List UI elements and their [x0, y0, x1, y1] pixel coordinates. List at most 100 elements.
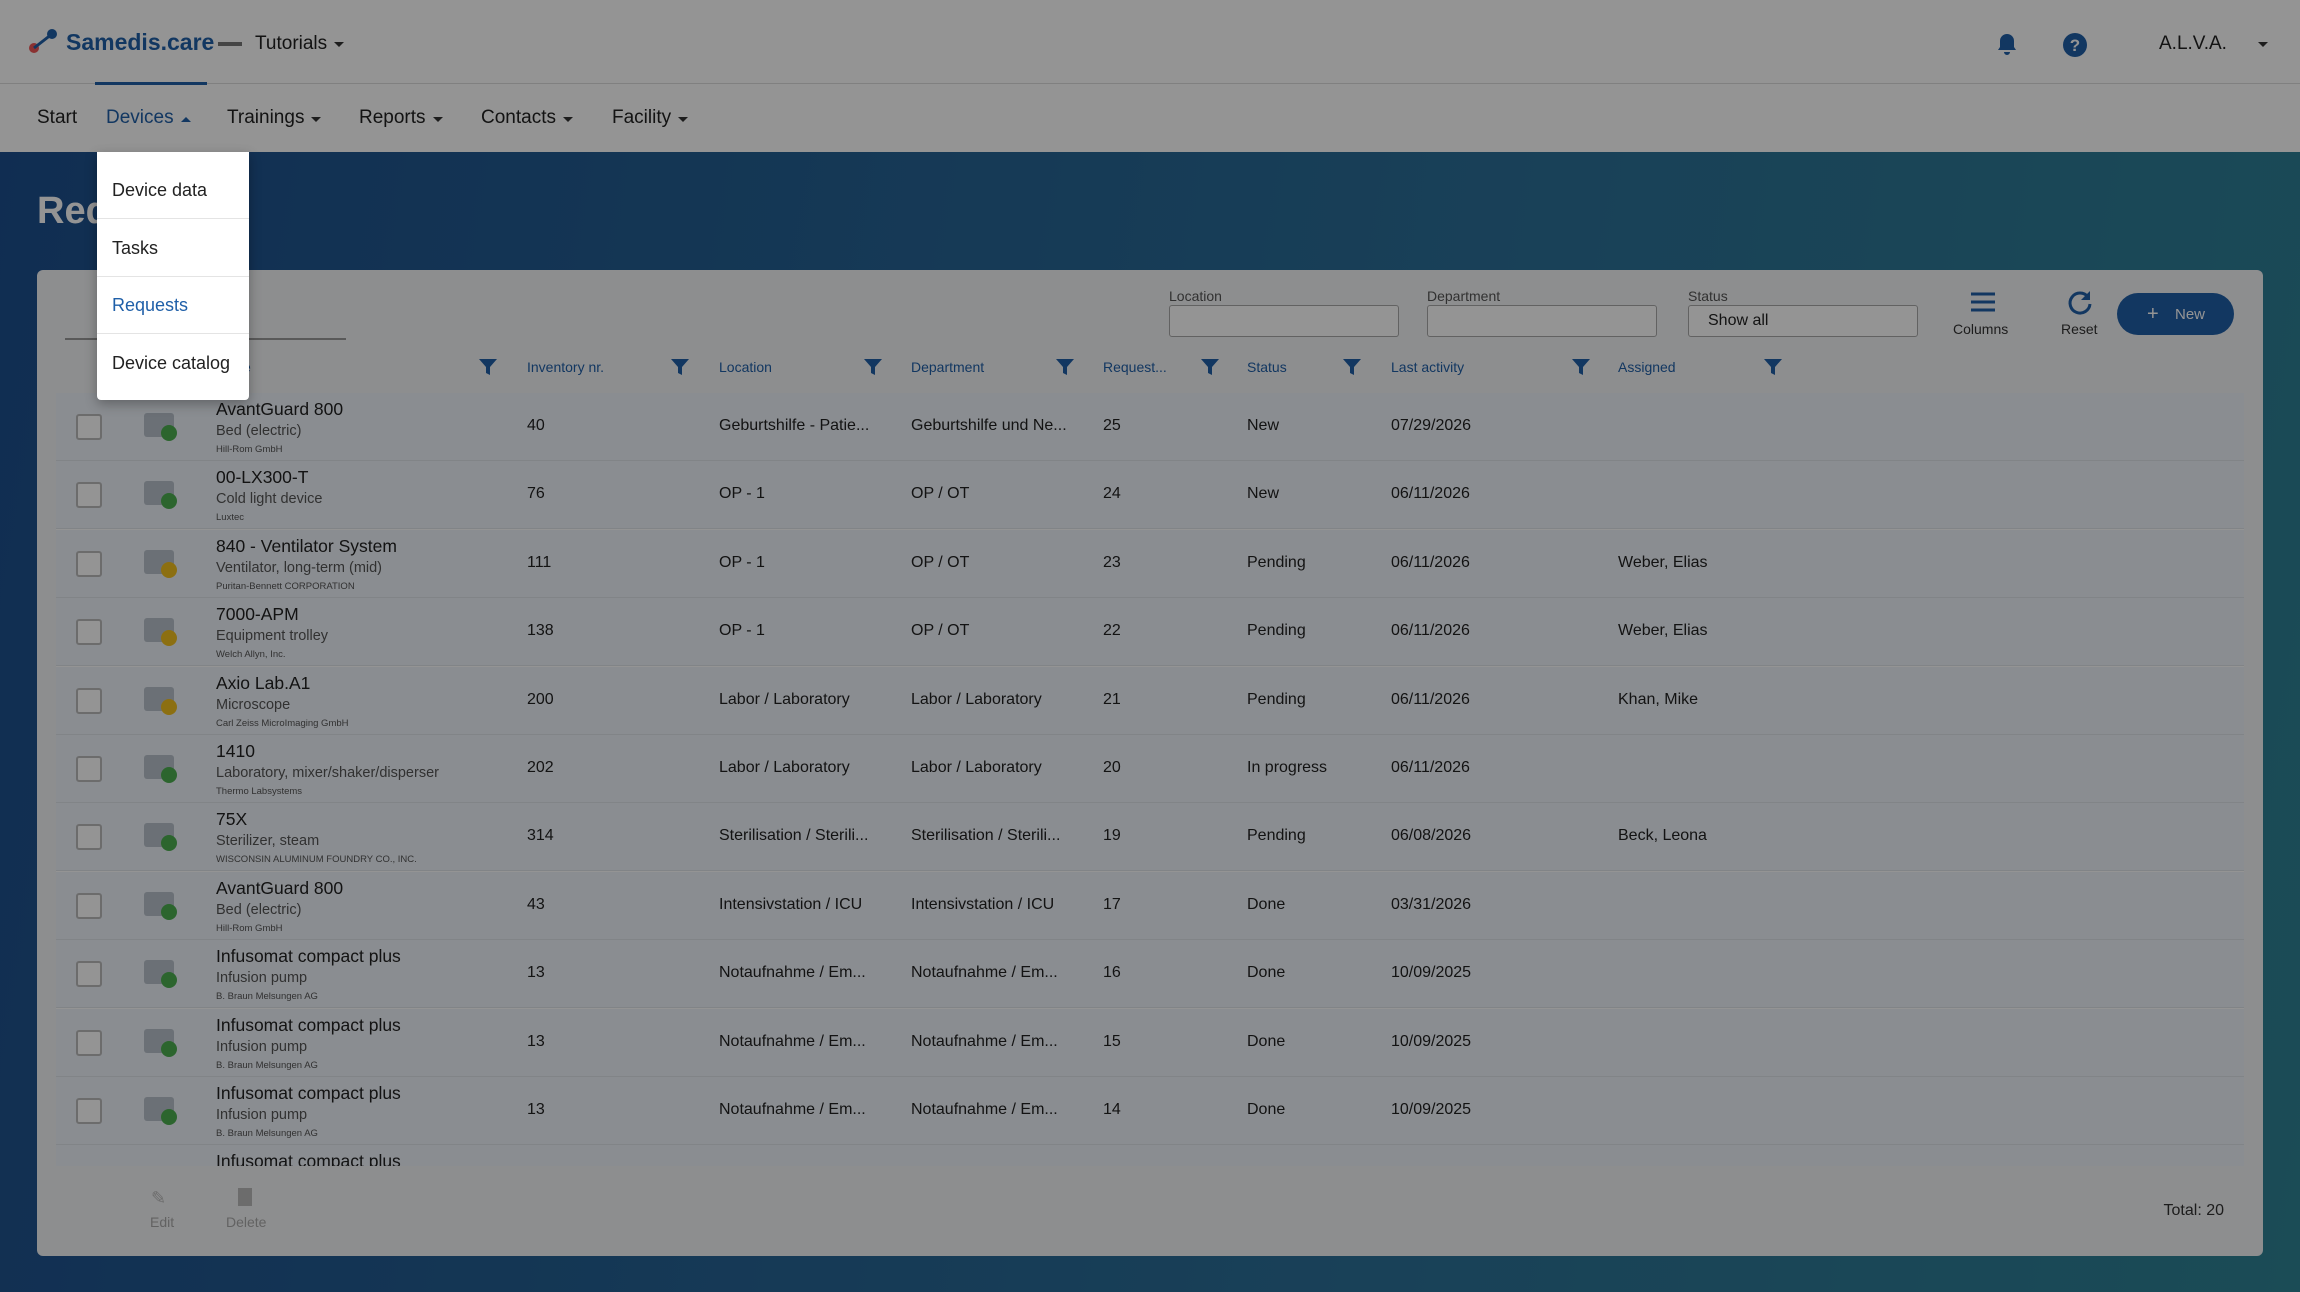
new[interactable]: New — [2175, 306, 2206, 323]
table-row[interactable]: Axio Lab.A1 Microscope Carl Zeiss MicroIma… — [56, 666, 2244, 735]
checkbox[interactable] — [76, 1029, 102, 1056]
nav-item[interactable]: Devices — [106, 107, 174, 128]
bell[interactable] — [1995, 32, 2019, 56]
edit[interactable]: Edit — [150, 1214, 175, 1230]
cell-last: 06/11/2026 — [1391, 690, 1470, 708]
checkbox[interactable] — [76, 619, 102, 646]
checkbox[interactable] — [76, 1098, 102, 1124]
checkbox[interactable] — [76, 687, 102, 714]
logo — [29, 29, 57, 53]
checkbox[interactable] — [76, 756, 102, 782]
cell-status: Done — [1247, 1101, 1286, 1118]
cell-inv: 111 — [527, 553, 552, 571]
column-header[interactable]: Inventory nr. — [527, 359, 605, 375]
status-dot — [161, 903, 177, 920]
filter-icon[interactable] — [1200, 357, 1220, 377]
columns-icon[interactable] — [1970, 290, 1996, 314]
user[interactable]: A.L.V.A. — [2159, 33, 2227, 54]
table-row[interactable]: 75X Sterilizer, steam WISCONSIN ALUMINUM F… — [56, 803, 2244, 872]
table-row[interactable]: 00-LX300-T Cold light device Luxtec 76 OP - … — [56, 461, 2244, 530]
table-row[interactable]: Infusomat compact plus — [56, 1145, 2244, 1166]
menu-item[interactable]: Tasks — [97, 220, 249, 277]
reset-icon[interactable] — [2066, 289, 2094, 317]
checkbox[interactable] — [76, 961, 102, 988]
table-row[interactable]: 840 - Ventilator System Ventilator, long-… — [56, 529, 2244, 598]
table-row[interactable]: Infusomat compact plus Infusion pump B. Br… — [56, 1077, 2244, 1145]
column-header[interactable]: Location — [719, 359, 772, 375]
filter-icon[interactable] — [478, 357, 498, 377]
menu-item[interactable]: Requests — [97, 277, 249, 334]
new-button[interactable] — [2117, 293, 2234, 335]
cell-last: 06/11/2026 — [1391, 622, 1470, 640]
filter-icon[interactable] — [1763, 357, 1783, 377]
cell-req: 24 — [1103, 485, 1121, 503]
filter-icon[interactable] — [670, 357, 690, 377]
nav-item[interactable]: Trainings — [227, 107, 305, 128]
location-select[interactable] — [1169, 305, 1399, 337]
caret — [2258, 42, 2268, 52]
table-row[interactable]: AvantGuard 800 Bed (electric) Hill-Rom Gmb… — [56, 871, 2244, 940]
cell-req: 15 — [1103, 1032, 1121, 1050]
status-select[interactable] — [1688, 305, 1918, 337]
device-type: Infusion pump — [216, 1038, 308, 1055]
device-type: Sterilizer, steam — [216, 833, 320, 850]
nav-bar — [0, 84, 2300, 152]
device-type: Ventilator, long-term (mid) — [216, 559, 383, 576]
table-row[interactable]: Infusomat compact plus Infusion pump B. Br… — [56, 1008, 2244, 1077]
device-name: Infusomat compact plus — [216, 1151, 401, 1166]
checkbox[interactable] — [76, 892, 102, 919]
nav-item[interactable]: Contacts — [481, 107, 556, 128]
table-row[interactable]: Infusomat compact plus Infusion pump B. Br… — [56, 940, 2244, 1009]
tenant[interactable]: Tutorials — [255, 33, 328, 54]
filter-icon[interactable] — [1571, 357, 1591, 377]
cell-req: 22 — [1103, 622, 1121, 640]
device-name: Infusomat compact plus — [216, 946, 401, 967]
nav-item[interactable]: Start — [37, 107, 78, 128]
checkbox[interactable] — [76, 824, 102, 851]
caret — [311, 117, 321, 127]
cell-status: Pending — [1247, 622, 1306, 640]
column-header[interactable]: Status — [1247, 359, 1287, 375]
column-header[interactable]: Last activity — [1391, 359, 1465, 375]
cell-last: 06/11/2026 — [1391, 485, 1470, 503]
menu-item[interactable]: Device data — [97, 162, 249, 219]
header: Samedis.care Tutorials ? A.L.V.A. — [0, 0, 2300, 84]
checkbox[interactable] — [76, 414, 102, 440]
cell-dept: Geburtshilfe und Ne... — [911, 417, 1067, 434]
tenant-icon — [218, 42, 242, 46]
filter-label: Location — [1169, 288, 1222, 304]
help[interactable]: ? — [2062, 32, 2088, 58]
filter-label: Department — [1427, 288, 1501, 304]
cell-loc: Notaufnahme / Em... — [719, 964, 866, 982]
checkbox[interactable] — [76, 550, 102, 577]
column-header[interactable]: Request... — [1103, 359, 1167, 375]
device-name: Axio Lab.A1 — [216, 672, 311, 693]
checkbox[interactable] — [76, 482, 102, 509]
delete[interactable]: Delete — [226, 1214, 267, 1230]
reset[interactable]: Reset — [2061, 321, 2098, 337]
nav-item[interactable]: Reports — [359, 107, 426, 128]
menu-item[interactable]: Device catalog — [112, 352, 231, 373]
cell-dept: OP / OT — [911, 622, 970, 640]
filter-icon[interactable] — [1342, 357, 1362, 377]
cell-assigned: Weber, Elias — [1618, 553, 1708, 571]
manufacturer: Carl Zeiss MicroImaging GmbH — [216, 717, 349, 729]
column-header[interactable]: Department — [911, 359, 985, 375]
status-dot — [161, 630, 177, 647]
table-row[interactable]: AvantGuard 800 Bed (electric) Hill-Rom Gmb… — [56, 393, 2244, 461]
manufacturer: Puritan-Bennett CORPORATION — [216, 580, 355, 592]
department-select[interactable] — [1427, 305, 1657, 337]
brand[interactable]: Samedis.care — [66, 29, 215, 55]
cell-loc: Notaufnahme / Em... — [719, 1032, 866, 1050]
column-header[interactable]: Assigned — [1618, 359, 1676, 375]
filter-icon[interactable] — [1055, 357, 1075, 377]
cell-last: 03/31/2026 — [1391, 895, 1472, 913]
filter-icon[interactable] — [863, 357, 883, 377]
table-row[interactable]: 1410 Laboratory, mixer/shaker/disperser Th… — [56, 735, 2244, 803]
table-row[interactable]: 7000-APM Equipment trolley Welch Allyn, In… — [56, 598, 2244, 667]
columns[interactable]: Columns — [1953, 321, 2009, 337]
cell-req: 19 — [1103, 827, 1121, 845]
cell-loc: OP - 1 — [719, 485, 765, 503]
nav-item[interactable]: Facility — [612, 107, 672, 128]
